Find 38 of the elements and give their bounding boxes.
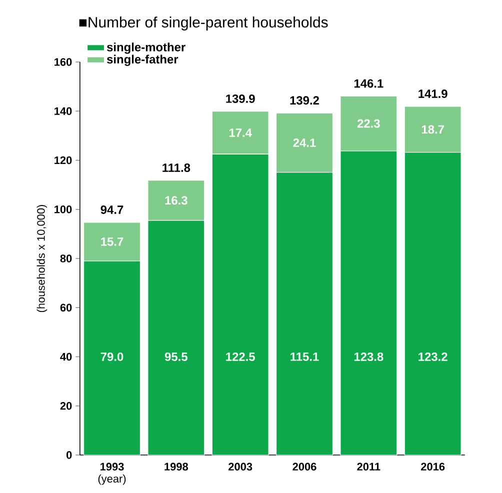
legend-label: single-mother [106, 42, 186, 54]
data-label: 95.5 [164, 352, 188, 361]
y-axis-title: (households x 10,000) [36, 204, 48, 312]
x-tick-label: 2016 [421, 462, 445, 471]
data-label: 115.1 [290, 352, 319, 361]
y-tick-label: 120 [54, 156, 72, 164]
data-label: 24.1 [293, 138, 316, 147]
x-tick-label: 2003 [228, 462, 252, 471]
data-label: 17.4 [229, 128, 252, 137]
y-tick-label: 80 [60, 254, 72, 262]
data-label: 16.3 [165, 196, 188, 205]
legend-label: single-father [106, 54, 178, 66]
data-label: 123.2 [418, 352, 448, 361]
data-label: 122.5 [226, 352, 255, 361]
data-label: 22.3 [357, 119, 380, 128]
chart-title: ■Number of single-parent households [79, 16, 328, 30]
data-label: 15.7 [101, 238, 124, 246]
y-tick-label: 100 [54, 206, 72, 214]
y-tick-label: 140 [54, 107, 72, 116]
data-label: 18.7 [422, 125, 444, 134]
x-tick-label: 2006 [292, 462, 316, 471]
y-tick-label: 20 [60, 402, 72, 410]
x-tick-label: 1993 [100, 462, 124, 471]
total-label: 94.7 [100, 206, 124, 214]
data-label: 123.8 [354, 352, 384, 361]
y-tick-label: 160 [54, 58, 72, 66]
total-label: 146.1 [354, 79, 384, 88]
y-tick-label: 40 [60, 352, 72, 361]
x-axis-title: (year) [98, 474, 126, 485]
data-label: 79.0 [100, 352, 124, 361]
y-tick-label: 60 [60, 304, 72, 312]
total-label: 141.9 [418, 90, 448, 98]
x-tick-label: 1998 [164, 462, 188, 471]
y-tick-label: 0 [66, 451, 72, 459]
total-label: 139.2 [290, 96, 319, 105]
total-label: 111.8 [162, 163, 190, 172]
x-tick-label: 2011 [357, 462, 380, 471]
total-label: 139.9 [226, 94, 255, 103]
